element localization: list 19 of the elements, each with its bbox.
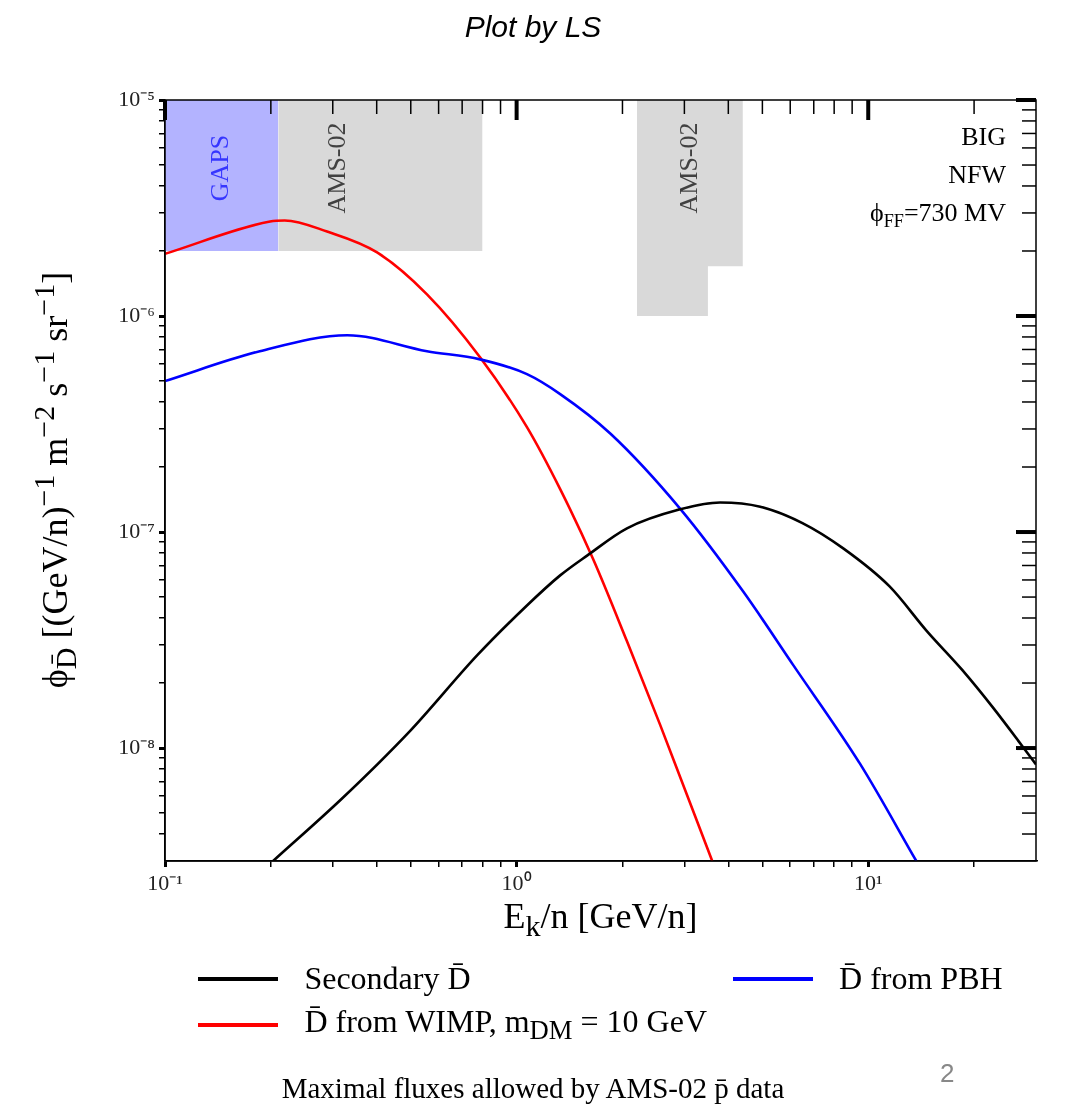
annotation: NFW (948, 159, 1007, 189)
legend-label: Secondary D̄ (304, 960, 471, 997)
annotation: GAPS (205, 134, 235, 202)
annotation: BIG (961, 121, 1006, 151)
chart-title: Plot by LS (463, 10, 603, 44)
x-tick-label: 10⁻¹ (147, 869, 183, 895)
x-tick-label: 10¹ (853, 869, 883, 895)
legend-label: D̄ from PBH (839, 960, 1003, 997)
y-tick-label: 10⁻⁷ (118, 517, 155, 543)
text: Maximal fluxes allowed by AMS-02 p̄ data (281, 1072, 785, 1104)
annotation: AMS-02 (322, 122, 352, 214)
x-axis-title: E$_{k}$/n [GeV/n] (502, 895, 699, 944)
x-tick-label: 10⁰ (501, 869, 532, 895)
y-tick-label: 10⁻⁶ (118, 301, 155, 327)
legend-label: D̄ from WIMP, m$_{DM}$ = 10 GeV (304, 1003, 708, 1047)
text: 2 (940, 1058, 955, 1089)
y-tick-label: 10⁻⁸ (118, 733, 155, 759)
y-tick-label: 10⁻⁵ (118, 85, 155, 111)
annotation: AMS-02 (673, 122, 703, 214)
